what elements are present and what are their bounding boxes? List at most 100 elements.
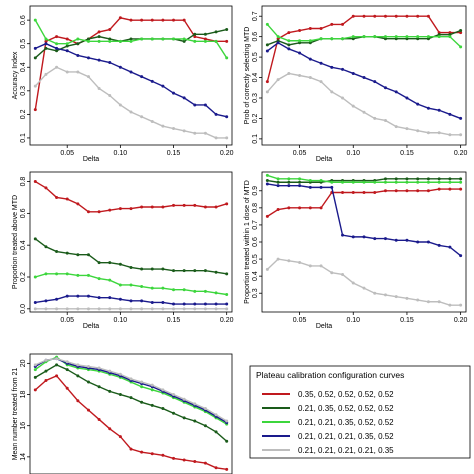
- data-point: [65, 307, 69, 311]
- x-tick-label: 0.05: [293, 150, 307, 157]
- data-point: [193, 402, 197, 406]
- data-point: [33, 368, 37, 372]
- data-point: [65, 49, 69, 53]
- data-point: [55, 250, 59, 254]
- data-point: [86, 380, 90, 384]
- data-point: [182, 288, 186, 292]
- data-point: [394, 295, 398, 299]
- data-point: [76, 294, 80, 298]
- x-tick-label: 0.20: [454, 150, 468, 157]
- data-point: [193, 307, 197, 311]
- data-point: [97, 30, 101, 34]
- data-point: [140, 115, 144, 119]
- data-point: [265, 182, 269, 186]
- data-point: [182, 307, 186, 311]
- data-point: [65, 251, 69, 255]
- data-point: [276, 180, 280, 184]
- data-point: [225, 467, 229, 471]
- data-point: [108, 208, 112, 212]
- data-point: [150, 267, 154, 271]
- data-point: [55, 46, 59, 50]
- data-point: [362, 14, 366, 18]
- data-point: [265, 43, 269, 47]
- data-point: [33, 18, 37, 22]
- y-tick-label: 0.7: [252, 220, 259, 230]
- data-point: [150, 286, 154, 290]
- data-point: [118, 65, 122, 69]
- data-point: [383, 180, 387, 184]
- data-point: [182, 269, 186, 273]
- x-tick-label: 0.20: [220, 150, 234, 157]
- data-point: [214, 291, 218, 295]
- data-point: [214, 39, 218, 43]
- data-point: [437, 131, 441, 135]
- data-point: [383, 86, 387, 90]
- data-point: [76, 202, 80, 206]
- data-point: [362, 76, 366, 80]
- data-point: [172, 18, 176, 22]
- data-point: [308, 206, 312, 210]
- data-point: [287, 47, 291, 51]
- data-point: [97, 307, 101, 311]
- y-tick-label: 0.6: [252, 32, 259, 42]
- data-point: [129, 396, 133, 400]
- y-tick-label: 0.6: [252, 237, 259, 247]
- data-point: [150, 452, 154, 456]
- data-point: [225, 307, 229, 311]
- data-point: [214, 205, 218, 209]
- data-point: [97, 277, 101, 281]
- y-tick-label: 0.4: [20, 240, 27, 250]
- data-point: [203, 39, 207, 43]
- data-point: [437, 108, 441, 112]
- series-group: [265, 173, 463, 307]
- x-axis-label: Delta: [316, 323, 332, 330]
- y-axis-label: Proportion treated within 1 dose of MTD: [244, 180, 251, 304]
- data-point: [416, 189, 420, 193]
- data-point: [108, 261, 112, 265]
- data-point: [150, 119, 154, 123]
- data-point: [437, 180, 441, 184]
- data-point: [65, 360, 69, 364]
- data-point: [405, 180, 409, 184]
- data-point: [118, 207, 122, 211]
- data-point: [416, 298, 420, 302]
- data-point: [161, 307, 165, 311]
- data-point: [44, 72, 48, 76]
- x-axis-label: Delta: [83, 323, 99, 330]
- data-point: [287, 206, 291, 210]
- series-line-5: [266, 72, 461, 136]
- data-point: [86, 75, 90, 79]
- data-point: [86, 408, 90, 412]
- data-point: [405, 177, 409, 181]
- data-point: [108, 39, 112, 43]
- y-tick-label: 0.3: [20, 86, 27, 96]
- y-tick-label: 0.1: [252, 134, 259, 144]
- data-point: [140, 380, 144, 384]
- data-point: [76, 307, 80, 311]
- series-line-1: [34, 17, 227, 110]
- data-point: [33, 388, 37, 392]
- data-point: [437, 300, 441, 304]
- data-point: [172, 127, 176, 131]
- data-point: [161, 300, 165, 304]
- data-point: [265, 214, 269, 218]
- data-point: [437, 187, 441, 191]
- data-point: [172, 393, 176, 397]
- data-point: [55, 297, 59, 301]
- data-point: [203, 302, 207, 306]
- y-tick-label: 18: [20, 391, 27, 399]
- data-point: [416, 177, 420, 181]
- y-tick-label: 0.5: [20, 39, 27, 49]
- data-point: [351, 235, 355, 239]
- data-point: [276, 41, 280, 45]
- data-point: [193, 35, 197, 39]
- data-point: [129, 307, 133, 311]
- data-point: [86, 294, 90, 298]
- data-point: [287, 180, 291, 184]
- x-tick-label: 0.05: [60, 317, 74, 324]
- x-tick-label: 0.10: [346, 317, 360, 324]
- data-point: [55, 363, 59, 367]
- data-point: [416, 14, 420, 18]
- data-point: [161, 267, 165, 271]
- data-point: [118, 16, 122, 20]
